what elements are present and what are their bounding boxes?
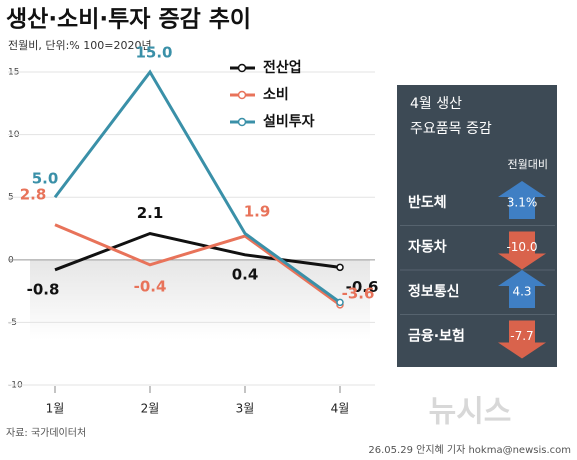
change-arrow xyxy=(498,181,546,219)
x-tick-label: 1월 xyxy=(46,402,65,416)
panel-title: 4월 생산 xyxy=(410,96,462,112)
source: 자료: 국가데이터처 xyxy=(6,427,86,439)
x-tick-label: 4월 xyxy=(331,402,350,416)
x-tick-label: 3월 xyxy=(236,402,255,416)
data-label: 0.4 xyxy=(232,265,259,283)
legend-marker xyxy=(237,63,247,73)
data-label: 2.8 xyxy=(20,185,47,203)
data-label: 2.1 xyxy=(137,204,164,222)
data-label: 5.0 xyxy=(32,170,59,188)
panel-item-name: 금융·보험 xyxy=(408,328,465,345)
brand-logo: 뉴시스 xyxy=(429,395,512,430)
data-label: -0.6 xyxy=(346,278,379,296)
panel-item-value: 3.1% xyxy=(507,196,538,210)
panel-subtitle: 전월대비 xyxy=(508,158,548,171)
data-label: -0.4 xyxy=(134,277,167,295)
chart-title: 생산·소비·투자 증감 추이 xyxy=(6,7,251,33)
panel-item-name: 자동차 xyxy=(408,240,447,256)
legend-marker xyxy=(237,117,247,127)
change-arrow xyxy=(498,231,546,270)
legend-marker xyxy=(237,90,247,100)
negative-zone xyxy=(30,259,370,340)
credit: 26.05.29 안지혜 기자 hokma@newsis.com xyxy=(368,444,571,456)
panel-item-name: 정보통신 xyxy=(408,283,460,300)
series-line xyxy=(54,231,341,272)
legend-label: 소비 xyxy=(263,87,289,103)
data-label: 15.0 xyxy=(135,44,172,62)
data-label: -3.6 xyxy=(342,284,375,302)
legend-label: 설비투자 xyxy=(263,114,315,130)
series-line xyxy=(54,223,341,307)
panel-item-name: 반도체 xyxy=(408,194,447,211)
panel-item-value: 4.3 xyxy=(512,285,531,299)
legend-label: 전산업 xyxy=(263,59,302,76)
panel-item-value: -7.7 xyxy=(510,329,533,343)
x-tick-label: 2월 xyxy=(141,402,160,416)
change-arrow xyxy=(498,320,546,359)
series-line xyxy=(53,69,341,304)
change-arrow xyxy=(498,270,546,308)
panel-title: 주요품목 증감 xyxy=(410,121,492,137)
end-marker xyxy=(336,298,344,307)
subtitle: 전월비, 단위:% 100=2020년 xyxy=(8,39,152,52)
data-label: -0.8 xyxy=(27,280,60,298)
end-marker xyxy=(336,263,344,272)
panel-item-value: -10.0 xyxy=(506,240,537,254)
data-label: 1.9 xyxy=(244,203,271,221)
